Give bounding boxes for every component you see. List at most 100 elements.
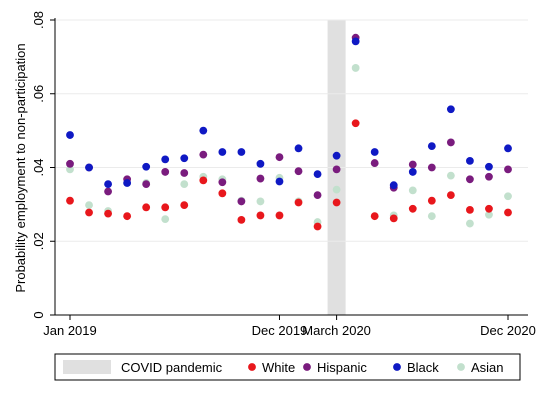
point-white (389, 214, 398, 223)
y-tick-label: .04 (31, 158, 46, 176)
point-black (446, 105, 455, 114)
legend: COVID pandemic White Hispanic Black Asian (54, 353, 521, 381)
point-black (408, 168, 417, 176)
point-black (85, 163, 93, 172)
legend-label-white: White (262, 360, 295, 375)
point-hispanic (313, 191, 322, 200)
point-hispanic (237, 197, 246, 206)
point-hispanic (218, 178, 227, 187)
point-asian (408, 186, 417, 195)
legend-swatch-covid (63, 360, 111, 374)
point-white (294, 198, 303, 207)
point-white (85, 208, 93, 217)
point-black (332, 151, 341, 160)
point-white (180, 201, 189, 210)
point-hispanic (104, 187, 112, 196)
point-black (427, 142, 436, 151)
point-white (104, 209, 112, 218)
point-white (237, 215, 246, 224)
legend-marker-black (393, 363, 401, 371)
gridlines (55, 19, 528, 242)
y-axis-title: Probability employment to non-participat… (13, 43, 28, 292)
point-hispanic (275, 153, 284, 162)
point-asian (504, 192, 512, 201)
point-white (161, 203, 170, 212)
point-hispanic (332, 165, 341, 174)
legend-marker-white (248, 363, 256, 371)
y-tick-label: .02 (31, 232, 46, 250)
point-hispanic (161, 168, 170, 176)
point-white (218, 189, 227, 198)
point-hispanic (427, 163, 436, 172)
point-asian (85, 201, 93, 210)
point-black (294, 144, 303, 153)
point-asian (66, 165, 74, 174)
point-black (485, 162, 493, 171)
point-white (66, 196, 74, 205)
point-white (466, 206, 474, 214)
x-tick-label: March 2020 (302, 323, 371, 338)
x-tick-label: Dec 2020 (480, 323, 536, 338)
point-white (275, 211, 284, 220)
point-hispanic (485, 172, 493, 181)
point-hispanic (142, 180, 151, 188)
point-white (485, 204, 493, 213)
point-white (123, 212, 132, 221)
point-hispanic (180, 169, 189, 177)
point-black (237, 148, 246, 156)
point-asian (180, 180, 189, 188)
point-white (313, 222, 322, 231)
point-hispanic (446, 138, 455, 147)
point-black (256, 159, 265, 168)
point-black (180, 154, 189, 163)
legend-label-black: Black (407, 360, 439, 375)
legend-marker-asian (457, 363, 465, 371)
legend-label-asian: Asian (471, 360, 504, 375)
point-asian (485, 210, 493, 219)
point-white (332, 198, 341, 207)
point-black (351, 37, 360, 46)
point-white (427, 196, 436, 205)
point-hispanic (199, 150, 208, 159)
point-white (504, 208, 512, 217)
point-hispanic (408, 160, 417, 169)
x-tick-label: Jan 2019 (43, 323, 97, 338)
point-white (446, 191, 455, 200)
data-points (66, 33, 512, 231)
point-hispanic (504, 165, 512, 174)
point-asian (256, 197, 265, 206)
point-black (199, 126, 208, 135)
point-black (275, 177, 284, 186)
point-black (370, 148, 379, 156)
point-asian (466, 219, 474, 228)
y-ticks: 0 .02 .04 .06 .08 (31, 11, 55, 319)
point-hispanic (370, 159, 379, 167)
point-white (199, 176, 208, 185)
point-hispanic (294, 167, 303, 176)
point-black (123, 179, 132, 187)
point-asian (351, 64, 360, 72)
point-black (389, 181, 398, 190)
point-black (161, 155, 170, 164)
point-white (256, 211, 265, 220)
point-white (351, 119, 360, 128)
point-black (104, 180, 112, 188)
y-tick-label: .06 (31, 85, 46, 103)
legend-label-covid: COVID pandemic (121, 360, 223, 375)
legend-marker-hispanic (303, 363, 311, 371)
point-black (66, 131, 74, 139)
point-hispanic (466, 175, 474, 184)
point-white (370, 212, 379, 221)
point-hispanic (256, 174, 265, 183)
point-asian (446, 171, 455, 180)
point-black (313, 170, 322, 179)
y-tick-label: .08 (31, 11, 46, 29)
point-white (408, 204, 417, 213)
legend-box (54, 353, 521, 381)
point-black (504, 144, 512, 153)
point-asian (161, 215, 170, 224)
point-white (142, 203, 151, 212)
point-asian (332, 185, 341, 194)
